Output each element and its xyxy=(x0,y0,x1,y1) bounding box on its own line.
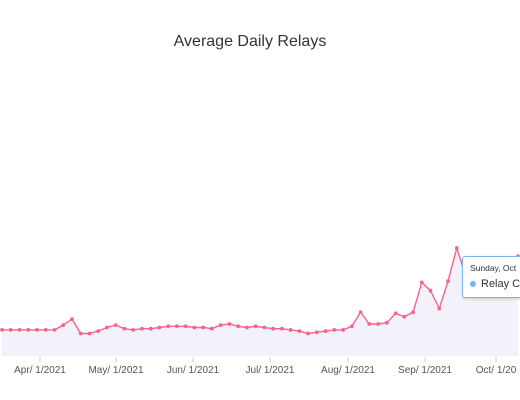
data-point[interactable] xyxy=(437,306,442,311)
data-point[interactable] xyxy=(78,331,83,336)
x-tick-label: May/ 1/2021 xyxy=(88,365,143,376)
data-point[interactable] xyxy=(280,326,284,331)
data-point[interactable] xyxy=(17,328,22,332)
tooltip: Sunday, Oct Relay C xyxy=(462,256,520,298)
data-point[interactable] xyxy=(245,325,249,330)
data-point[interactable] xyxy=(96,329,101,333)
data-point[interactable] xyxy=(183,324,188,329)
data-point[interactable] xyxy=(349,324,354,329)
data-point[interactable] xyxy=(192,325,197,330)
data-point[interactable] xyxy=(43,328,48,332)
data-point[interactable] xyxy=(341,328,345,332)
chart-title: Average Daily Relays xyxy=(173,33,327,50)
data-point[interactable] xyxy=(446,279,450,284)
area-fill xyxy=(2,248,518,356)
x-tick-label: Aug/ 1/2021 xyxy=(321,365,375,376)
tooltip-marker-icon xyxy=(470,281,476,287)
data-point[interactable] xyxy=(358,310,363,314)
data-point[interactable] xyxy=(428,288,433,293)
x-tick-label: Jun/ 1/2021 xyxy=(167,365,220,376)
x-tick-label: Jul/ 1/2021 xyxy=(246,365,295,376)
x-tick-label: Sep/ 1/2021 xyxy=(398,365,452,376)
data-point[interactable] xyxy=(52,328,57,332)
x-tick-label: Apr/ 1/2021 xyxy=(14,365,66,376)
data-point[interactable] xyxy=(0,328,4,332)
data-point[interactable] xyxy=(271,326,275,331)
data-point[interactable] xyxy=(26,328,31,332)
data-point[interactable] xyxy=(105,325,109,330)
data-point[interactable] xyxy=(393,311,398,316)
data-point[interactable] xyxy=(236,324,241,329)
tooltip-series-label: Relay C xyxy=(481,278,520,290)
data-point[interactable] xyxy=(314,330,319,335)
data-point[interactable] xyxy=(70,317,74,322)
x-axis: Apr/ 1/2021 May/ 1/2021 Jun/ 1/2021 Jul/ 1/… xyxy=(14,357,517,376)
data-point[interactable] xyxy=(367,322,372,326)
data-point[interactable] xyxy=(288,328,293,332)
data-point[interactable] xyxy=(35,328,39,332)
data-point[interactable] xyxy=(113,323,118,327)
data-point[interactable] xyxy=(210,326,214,331)
tooltip-date: Sunday, Oct xyxy=(470,263,517,273)
data-point[interactable] xyxy=(157,325,162,330)
x-tick-label: Oct/ 1/20 xyxy=(476,365,517,376)
data-point[interactable] xyxy=(323,329,328,333)
data-point[interactable] xyxy=(376,322,380,326)
data-point[interactable] xyxy=(175,324,179,329)
data-point[interactable] xyxy=(227,322,232,326)
data-point[interactable] xyxy=(122,326,127,331)
series-points xyxy=(0,246,520,336)
data-point[interactable] xyxy=(297,329,302,333)
data-point[interactable] xyxy=(419,280,424,285)
data-point[interactable] xyxy=(332,328,337,332)
data-point[interactable] xyxy=(87,331,92,336)
data-point[interactable] xyxy=(384,320,389,325)
data-point[interactable] xyxy=(61,323,66,327)
data-point[interactable] xyxy=(201,325,206,330)
data-point[interactable] xyxy=(140,326,144,331)
data-point[interactable] xyxy=(306,331,310,336)
tooltip-series-row: Relay C xyxy=(470,278,520,290)
data-point[interactable] xyxy=(148,326,153,331)
data-point[interactable] xyxy=(411,310,415,314)
series-area xyxy=(2,248,518,356)
data-point[interactable] xyxy=(218,323,223,327)
data-point[interactable] xyxy=(8,328,13,332)
data-point[interactable] xyxy=(131,328,136,332)
data-point[interactable] xyxy=(253,324,258,329)
data-point[interactable] xyxy=(454,246,459,250)
data-point[interactable] xyxy=(262,325,267,330)
data-point[interactable] xyxy=(166,324,171,329)
data-point[interactable] xyxy=(402,314,407,319)
